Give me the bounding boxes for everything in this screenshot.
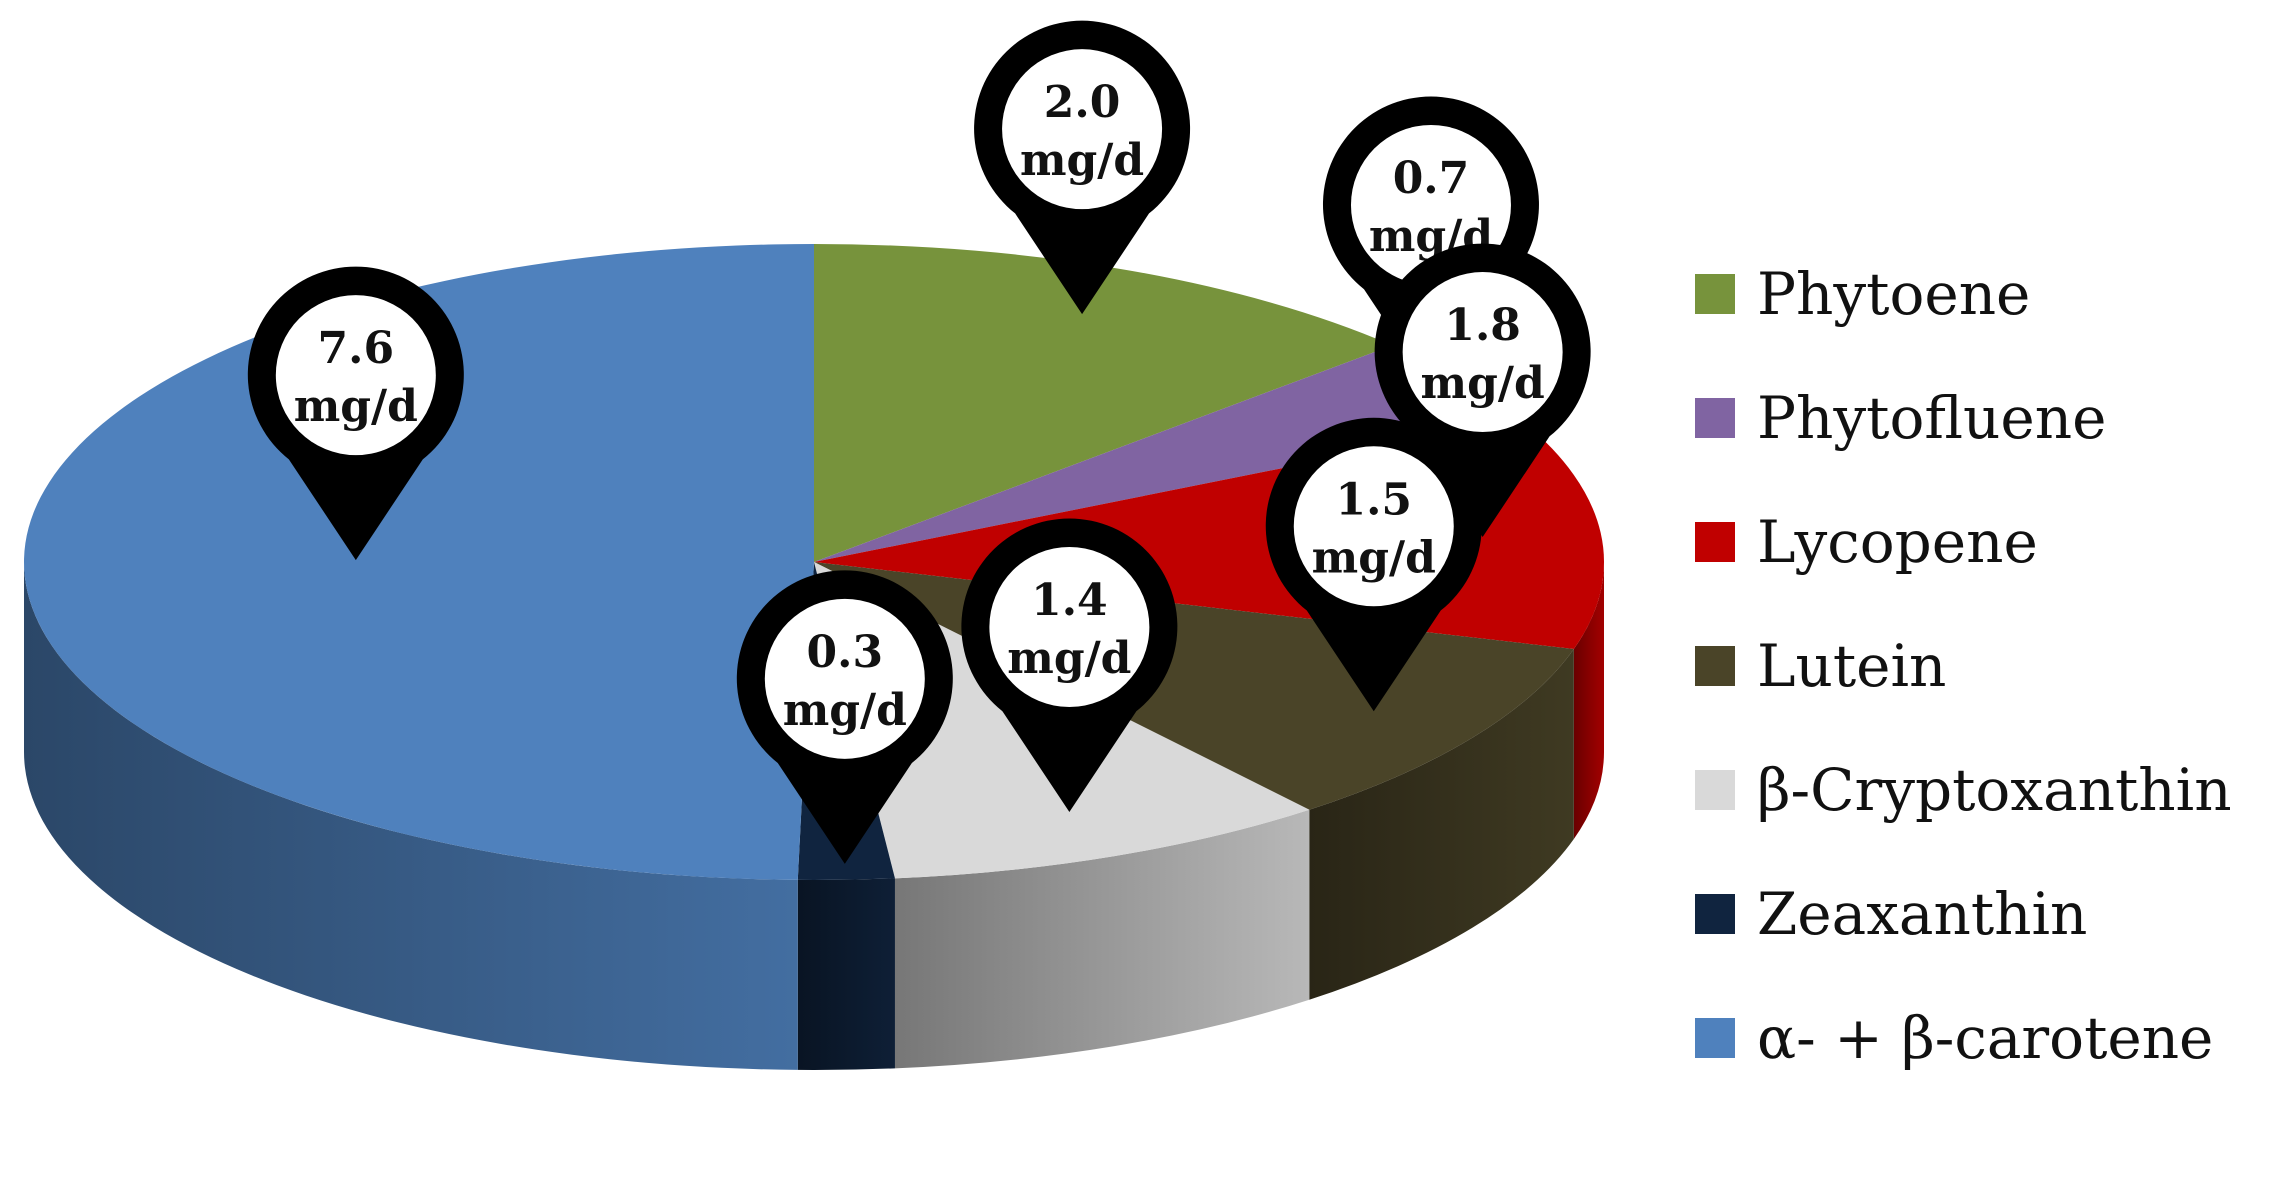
pin-value-alpha-beta-carotene: 7.6 — [318, 323, 395, 374]
pin-unit-lutein: mg/d — [1312, 532, 1436, 583]
pin-marker-alpha-beta-carotene: 7.6 mg/d — [247, 266, 464, 561]
legend: Phytoene Phytofluene Lycopene Lutein β-C… — [1695, 232, 2232, 1100]
pin-unit-beta-cryptoxanthin: mg/d — [1007, 633, 1131, 684]
legend-item-beta-cryptoxanthin: β-Cryptoxanthin — [1695, 728, 2232, 852]
pie-slice-phytofluene — [814, 345, 1522, 562]
legend-swatch-lycopene — [1695, 522, 1735, 562]
legend-label-zeaxanthin: Zeaxanthin — [1757, 880, 2088, 948]
legend-label-phytoene: Phytoene — [1757, 260, 2031, 328]
pin-marker-lycopene: 1.8 mg/d — [1374, 243, 1591, 538]
pin-marker-beta-cryptoxanthin: 1.4 mg/d — [961, 518, 1178, 812]
legend-swatch-zeaxanthin — [1695, 894, 1735, 934]
pie-slice-alpha-beta-carotene — [23, 244, 815, 880]
legend-item-phytofluene: Phytofluene — [1695, 356, 2232, 480]
legend-swatch-lutein — [1695, 646, 1735, 686]
pie-side-zeaxanthin — [797, 878, 895, 1071]
legend-item-lycopene: Lycopene — [1695, 480, 2232, 604]
legend-swatch-phytoene — [1695, 274, 1735, 314]
pin-value-beta-cryptoxanthin: 1.4 — [1031, 575, 1108, 626]
legend-label-lycopene: Lycopene — [1757, 508, 2038, 576]
pie-side-lutein — [1309, 649, 1574, 1000]
pin-value-phytofluene: 0.7 — [1393, 153, 1470, 204]
pie-side-alpha-beta-carotene — [24, 562, 798, 1070]
pin-marker-phytoene: 2.0 mg/d — [974, 20, 1191, 315]
pin-value-lutein: 1.5 — [1335, 474, 1412, 525]
legend-swatch-beta-cryptoxanthin — [1695, 770, 1735, 810]
pin-marker-zeaxanthin: 0.3 mg/d — [736, 570, 953, 864]
pie-side-lycopene — [1573, 562, 1604, 840]
legend-swatch-phytofluene — [1695, 398, 1735, 438]
pin-value-lycopene: 1.8 — [1444, 300, 1521, 351]
pin-unit-alpha-beta-carotene: mg/d — [294, 381, 418, 432]
pin-value-zeaxanthin: 0.3 — [807, 627, 884, 678]
pin-marker-lutein: 1.5 mg/d — [1265, 417, 1482, 712]
pin-value-phytoene: 2.0 — [1044, 77, 1121, 128]
pie-slice-phytoene — [814, 244, 1393, 562]
legend-item-phytoene: Phytoene — [1695, 232, 2232, 356]
legend-item-alpha-beta-carotene: α- + β-carotene — [1695, 976, 2232, 1100]
legend-label-phytofluene: Phytofluene — [1757, 384, 2107, 452]
legend-label-beta-cryptoxanthin: β-Cryptoxanthin — [1757, 756, 2232, 824]
pin-unit-phytoene: mg/d — [1020, 135, 1144, 186]
legend-label-lutein: Lutein — [1757, 632, 1947, 700]
legend-item-lutein: Lutein — [1695, 604, 2232, 728]
pin-unit-lycopene: mg/d — [1421, 358, 1545, 409]
legend-swatch-alpha-beta-carotene — [1695, 1018, 1735, 1058]
legend-label-alpha-beta-carotene: α- + β-carotene — [1757, 1004, 2214, 1072]
pin-unit-zeaxanthin: mg/d — [783, 685, 907, 736]
legend-item-zeaxanthin: Zeaxanthin — [1695, 852, 2232, 976]
pie-side-beta-cryptoxanthin — [894, 809, 1310, 1069]
